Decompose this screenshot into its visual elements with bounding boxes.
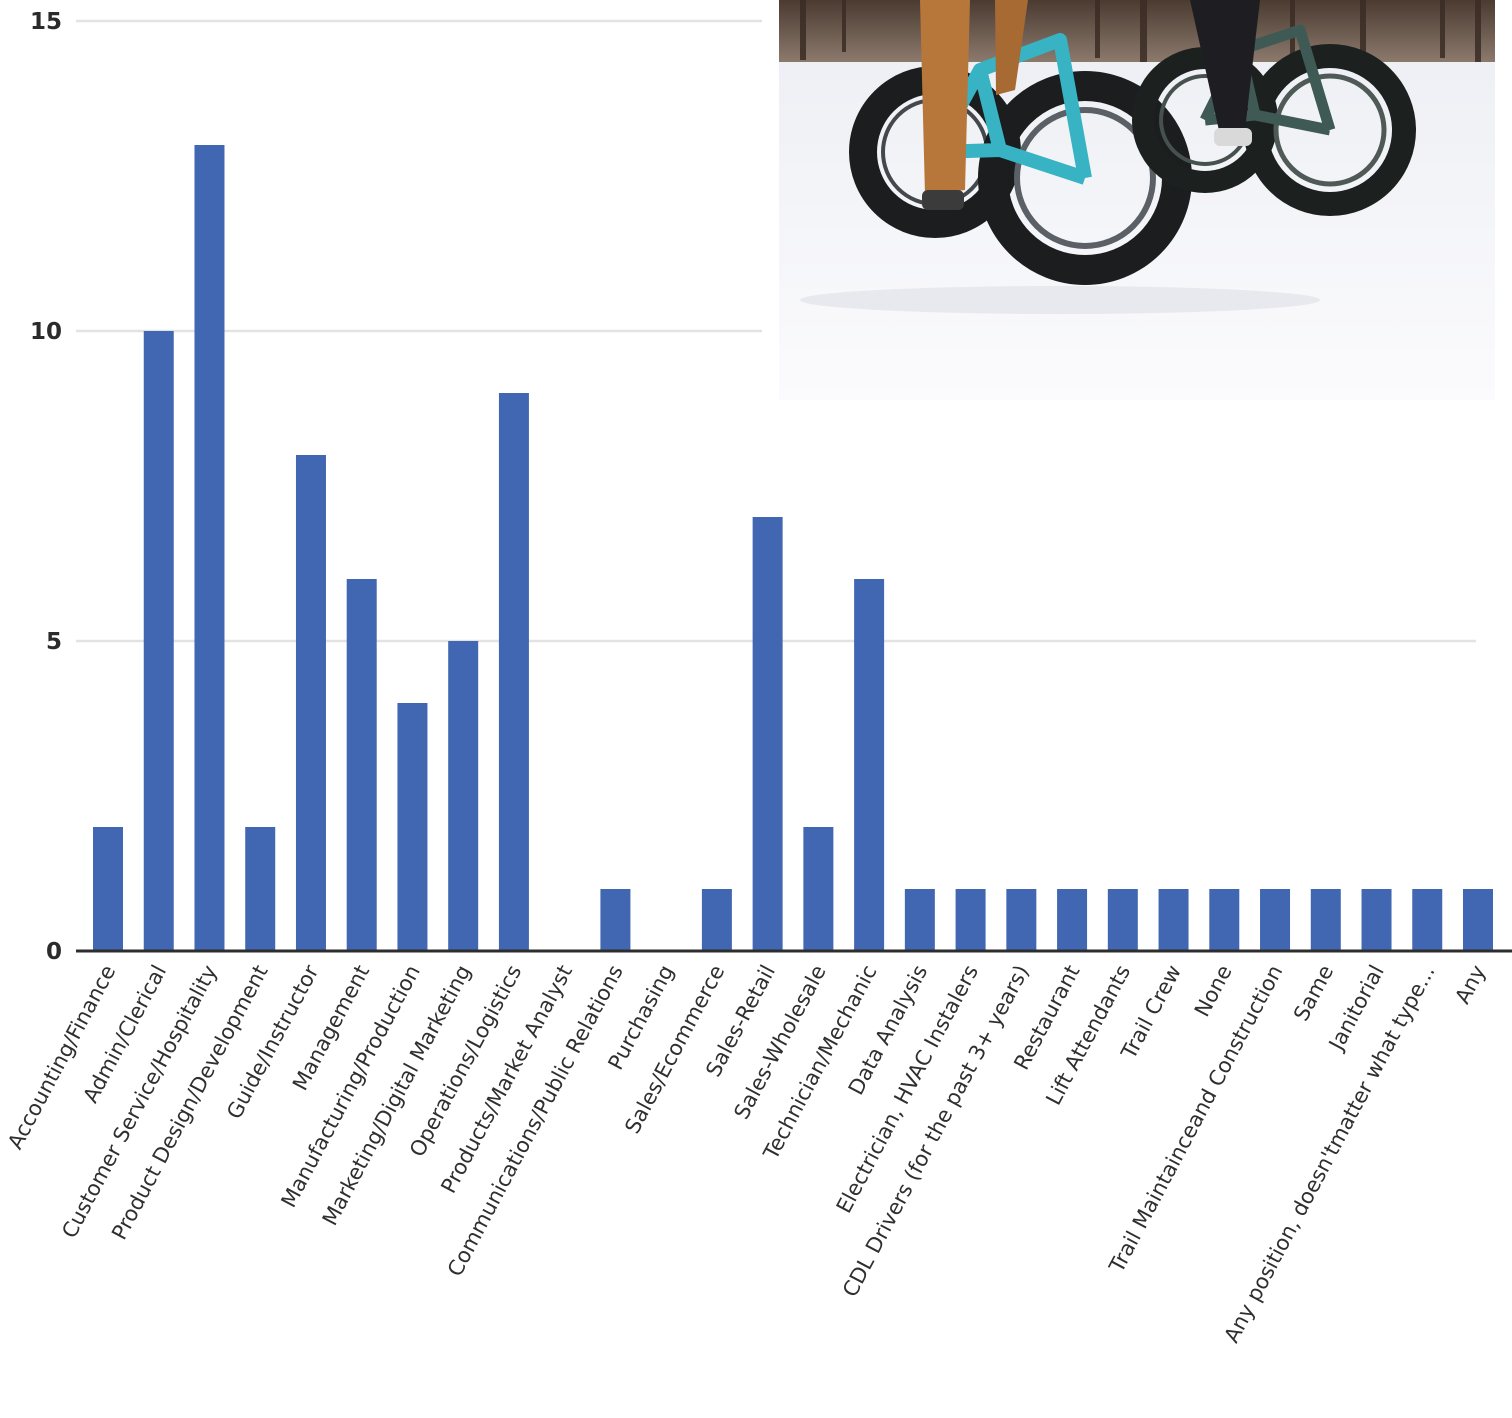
x-category-label: Sales-Wholesale — [729, 961, 830, 1123]
x-category-label: None — [1190, 961, 1237, 1021]
bar — [448, 641, 479, 951]
bar — [1209, 889, 1240, 951]
bar — [1463, 889, 1493, 951]
bar — [1158, 889, 1189, 951]
y-axis-ticks: 0 5 10 15 — [30, 9, 62, 965]
y-tick-label: 10 — [30, 319, 62, 345]
bar — [600, 889, 631, 951]
bar — [498, 393, 529, 951]
bar — [295, 455, 326, 951]
bar — [854, 579, 885, 951]
bar — [1260, 889, 1291, 951]
x-category-label: Guide/Instructor — [222, 961, 323, 1123]
snow-fat-bike-photo — [779, 0, 1495, 400]
bar — [93, 827, 123, 951]
x-category-label: Same — [1289, 961, 1338, 1025]
bar — [1006, 889, 1037, 951]
bar — [752, 517, 783, 951]
bar — [803, 827, 834, 951]
bar — [701, 889, 732, 951]
y-tick-label: 5 — [46, 629, 62, 655]
bar — [397, 703, 428, 951]
bar — [1057, 889, 1088, 951]
x-axis-category-labels: Accounting/FinanceAdmin/ClericalCustomer… — [3, 961, 1490, 1347]
y-tick-label: 0 — [46, 939, 62, 965]
bar — [346, 579, 377, 951]
bar — [194, 145, 225, 951]
bar — [1107, 889, 1138, 951]
x-category-label: Any — [1450, 961, 1490, 1008]
bar — [143, 331, 174, 951]
bar — [245, 827, 276, 951]
bar — [1412, 889, 1443, 951]
y-tick-label: 15 — [30, 9, 62, 35]
bar — [904, 889, 935, 951]
bars — [93, 145, 1493, 951]
bar — [1361, 889, 1392, 951]
bar — [1310, 889, 1341, 951]
bar — [955, 889, 986, 951]
